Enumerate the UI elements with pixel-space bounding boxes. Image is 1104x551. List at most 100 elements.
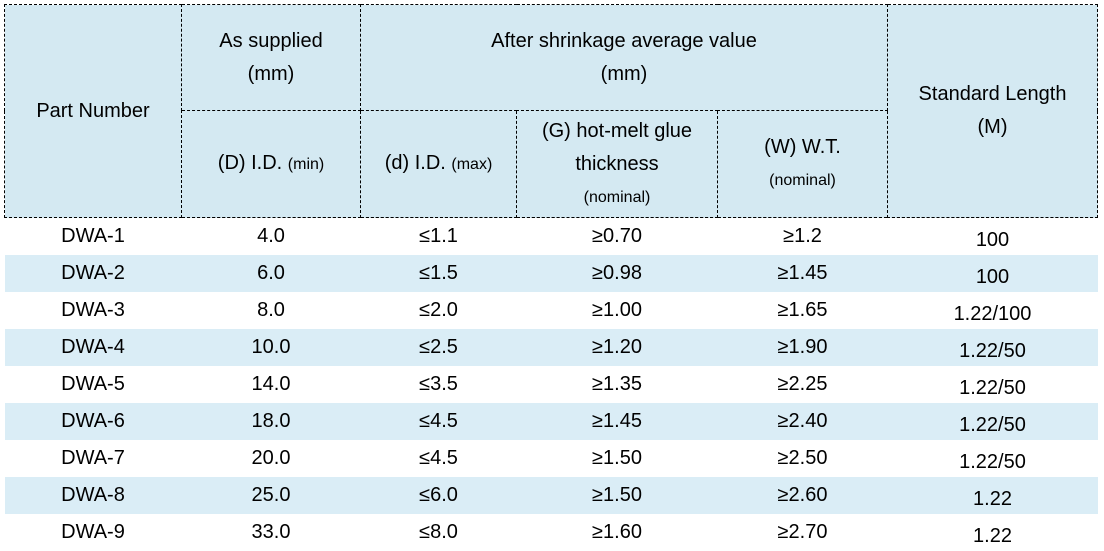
- cell-glue-thickness: ≥1.50: [592, 483, 642, 506]
- cell-glue-thickness: ≥1.50: [592, 446, 642, 469]
- heat-shrink-spec-table: Part Number As supplied (mm) After shrin…: [4, 4, 1098, 551]
- cell-supplied-id: 6.0: [257, 261, 285, 284]
- cell-glue-thickness: ≥1.35: [592, 372, 642, 395]
- cell-glue-thickness: ≥1.45: [592, 409, 642, 432]
- cell-standard-length: 1.22: [888, 514, 1098, 551]
- standard-length-value: 1.22/50: [959, 413, 1026, 436]
- wall-thickness-label: (W) W.T.: [764, 136, 841, 158]
- cell-supplied-id: 10.0: [251, 335, 291, 358]
- cell-wall-thickness: ≥2.25: [777, 372, 828, 395]
- cell-standard-length: 1.22/50: [888, 366, 1098, 403]
- cell-wall-thickness: ≥1.65: [777, 298, 828, 321]
- standard-length-value: 1.22/100: [953, 302, 1032, 325]
- standard-length-value: 1.22: [973, 487, 1012, 510]
- cell-supplied-id: 14.0: [251, 372, 291, 395]
- cell-wall-thickness: ≥1.45: [777, 261, 828, 284]
- header-row-sub: (D) I.D. (min) (d) I.D. (max) (G) hot-me…: [5, 110, 1098, 218]
- cell-shrunk-id: ≤1.5: [419, 261, 458, 284]
- glue-label-line1: (G) hot-melt glue: [541, 119, 693, 142]
- cell-wall-thickness: ≥2.50: [777, 446, 828, 469]
- col-header-supplied-id: (D) I.D. (min): [181, 110, 361, 218]
- col-header-after-shrinkage: After shrinkage average value (mm): [360, 4, 888, 111]
- standard-length-value: 100: [975, 228, 1010, 251]
- cell-glue-thickness: ≥1.60: [592, 520, 642, 543]
- cell-standard-length: 1.22/50: [888, 440, 1098, 477]
- col-header-as-supplied: As supplied (mm): [181, 4, 361, 111]
- cell-standard-length: 100: [888, 218, 1098, 255]
- cell-part-number: DWA-5: [61, 372, 125, 395]
- shrunk-id-label: (d) I.D.: [384, 152, 446, 174]
- table-row: DWA-2 6.0 ≤1.5 ≥0.98 ≥1.45 100: [4, 254, 1098, 292]
- table-body: DWA-1 4.0 ≤1.1 ≥0.70 ≥1.2 100 DWA-2 6.0 …: [4, 218, 1098, 551]
- table-row: DWA-6 18.0 ≤4.5 ≥1.45 ≥2.40 1.22/50: [4, 402, 1098, 440]
- table-row: DWA-3 8.0 ≤2.0 ≥1.00 ≥1.65 1.22/100: [5, 292, 1098, 329]
- cell-part-number: DWA-9: [61, 520, 125, 543]
- cell-part-number: DWA-4: [61, 335, 125, 358]
- cell-shrunk-id: ≤2.5: [419, 335, 458, 358]
- cell-wall-thickness: ≥2.40: [777, 409, 828, 432]
- col-header-glue-thickness: (G) hot-melt glue thickness (nominal): [516, 110, 718, 218]
- cell-shrunk-id: ≤3.5: [419, 372, 458, 395]
- cell-shrunk-id: ≤4.5: [419, 409, 458, 432]
- after-shrinkage-unit: (mm): [600, 62, 648, 85]
- header-row-top: Part Number As supplied (mm) After shrin…: [4, 4, 1098, 218]
- table-row: DWA-1 4.0 ≤1.1 ≥0.70 ≥1.2 100: [5, 218, 1098, 255]
- cell-glue-thickness: ≥1.00: [592, 298, 642, 321]
- table-header: Part Number As supplied (mm) After shrin…: [4, 4, 1098, 218]
- standard-length-value: 1.22/50: [959, 339, 1026, 362]
- table-row: DWA-9 33.0 ≤8.0 ≥1.60 ≥2.70 1.22: [5, 514, 1098, 551]
- table-row: DWA-7 20.0 ≤4.5 ≥1.50 ≥2.50 1.22/50: [5, 440, 1098, 477]
- cell-standard-length: 1.22/50: [888, 403, 1098, 440]
- table-row: DWA-5 14.0 ≤3.5 ≥1.35 ≥2.25 1.22/50: [5, 366, 1098, 403]
- cell-part-number: DWA-8: [61, 483, 125, 506]
- wall-thickness-qualifier: (nominal): [769, 172, 836, 189]
- cell-part-number: DWA-1: [61, 224, 125, 247]
- col-header-wall-thickness: (W) W.T. (nominal): [717, 110, 888, 218]
- cell-part-number: DWA-6: [61, 409, 125, 432]
- cell-shrunk-id: ≤6.0: [419, 483, 458, 506]
- cell-standard-length: 1.22/100: [888, 292, 1098, 329]
- as-supplied-unit: (mm): [247, 62, 295, 85]
- standard-length-value: 1.22/50: [959, 376, 1026, 399]
- cell-supplied-id: 25.0: [251, 483, 291, 506]
- cell-shrunk-id: ≤8.0: [419, 520, 458, 543]
- cell-supplied-id: 8.0: [257, 298, 285, 321]
- cell-wall-thickness: ≥2.60: [777, 483, 828, 506]
- cell-supplied-id: 18.0: [251, 409, 291, 432]
- cell-shrunk-id: ≤2.0: [419, 298, 458, 321]
- cell-wall-thickness: ≥1.90: [777, 335, 828, 358]
- cell-shrunk-id: ≤1.1: [419, 224, 458, 247]
- cell-glue-thickness: ≥0.98: [592, 261, 642, 284]
- cell-supplied-id: 20.0: [251, 446, 291, 469]
- cell-part-number: DWA-3: [61, 298, 125, 321]
- col-header-part-number: Part Number: [4, 4, 182, 218]
- cell-standard-length: 100: [888, 255, 1098, 292]
- glue-qualifier: (nominal): [583, 188, 651, 206]
- cell-part-number: DWA-7: [61, 446, 125, 469]
- glue-label-line2: thickness: [575, 152, 659, 175]
- supplied-id-qualifier: (min): [287, 156, 325, 173]
- col-header-standard-length: Standard Length (M): [887, 4, 1098, 218]
- cell-standard-length: 1.22/50: [888, 329, 1098, 366]
- cell-glue-thickness: ≥1.20: [592, 335, 642, 358]
- standard-length-label: Standard Length: [918, 83, 1067, 105]
- standard-length-value: 1.22: [973, 524, 1012, 547]
- table-row: DWA-4 10.0 ≤2.5 ≥1.20 ≥1.90 1.22/50: [4, 328, 1098, 366]
- after-shrinkage-label: After shrinkage average value: [491, 29, 757, 52]
- standard-length-unit: (M): [977, 116, 1008, 138]
- shrunk-id-qualifier: (max): [451, 156, 493, 173]
- cell-standard-length: 1.22: [888, 477, 1098, 514]
- standard-length-value: 100: [975, 265, 1010, 288]
- cell-shrunk-id: ≤4.5: [419, 446, 458, 469]
- cell-glue-thickness: ≥0.70: [592, 224, 642, 247]
- cell-part-number: DWA-2: [61, 261, 125, 284]
- cell-wall-thickness: ≥2.70: [777, 520, 828, 543]
- table-row: DWA-8 25.0 ≤6.0 ≥1.50 ≥2.60 1.22: [4, 476, 1098, 514]
- standard-length-value: 1.22/50: [959, 450, 1026, 473]
- part-number-label: Part Number: [36, 100, 150, 122]
- as-supplied-label: As supplied: [219, 29, 323, 52]
- cell-wall-thickness: ≥1.2: [783, 224, 822, 247]
- cell-supplied-id: 33.0: [251, 520, 291, 543]
- col-header-shrunk-id: (d) I.D. (max): [360, 110, 517, 218]
- cell-supplied-id: 4.0: [257, 224, 285, 247]
